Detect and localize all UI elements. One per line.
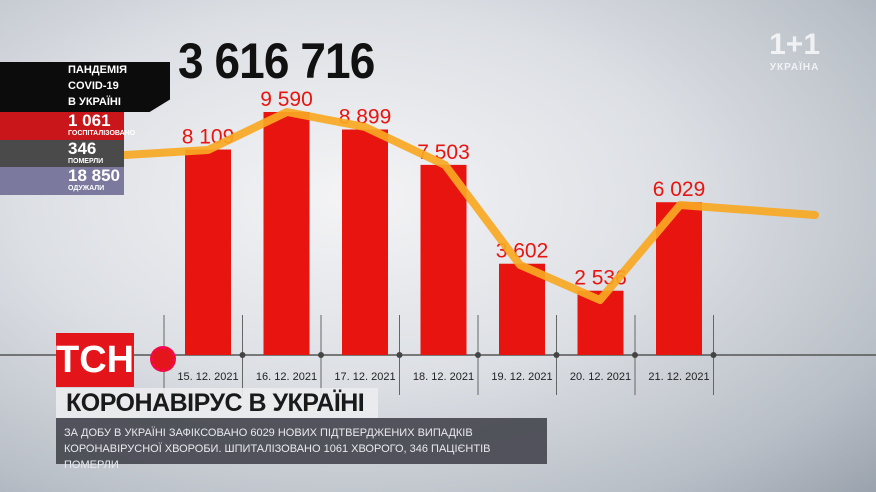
axis-dot <box>318 352 324 358</box>
bar <box>342 129 388 355</box>
recovered-stat: 18 850 ОДУЖАЛИ <box>0 167 124 195</box>
footer-text: ЗА ДОБУ В УКРАЇНІ ЗАФІКСОВАНО 6029 НОВИХ… <box>56 418 547 471</box>
bar <box>420 164 467 355</box>
hospitalized-stat: 1 061 ГОСПІТАЛІЗОВАНО <box>0 112 135 140</box>
footer-title: КОРОНАВІРУС В УКРАЇНІ <box>56 388 379 418</box>
axis-dot <box>475 352 481 358</box>
panel-title: ПАНДЕМІЯ COVID-19 В УКРАЇНІ <box>0 62 170 112</box>
virus-icon <box>150 346 176 372</box>
x-tick-label: 21. 12. 2021 <box>648 371 709 383</box>
bar <box>499 263 545 355</box>
axis-dot <box>710 352 717 358</box>
x-tick-label: 17. 12. 2021 <box>334 371 395 383</box>
x-tick-label: 15. 12. 2021 <box>177 371 238 383</box>
x-tick-label: 19. 12. 2021 <box>491 371 552 383</box>
axis-dot <box>632 352 638 358</box>
x-tick-label: 20. 12. 2021 <box>570 371 631 383</box>
axis-dot <box>553 352 560 358</box>
axis-dot <box>396 352 403 358</box>
trend-line <box>121 108 819 304</box>
data-label: 6 029 <box>653 178 706 201</box>
channel-logo: 1+1 УКРАЇНА <box>769 28 820 73</box>
x-tick-label: 18. 12. 2021 <box>413 371 474 383</box>
died-stat: 346 ПОМЕРЛИ <box>0 140 124 167</box>
bar <box>263 112 310 355</box>
data-label: 9 590 <box>260 88 313 111</box>
x-tick-label: 16. 12. 2021 <box>256 371 317 383</box>
axis-dot <box>239 352 246 358</box>
total-cases: 3 616 716 <box>178 33 375 89</box>
tsn-logo: ТСН <box>56 333 134 387</box>
bar <box>185 149 231 355</box>
